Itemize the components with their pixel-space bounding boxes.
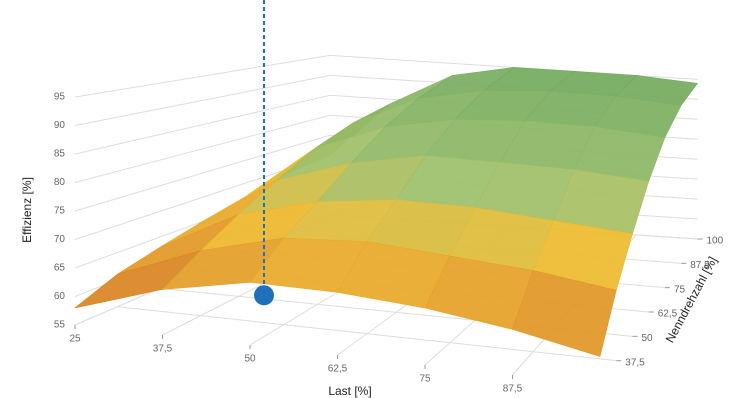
y-tick-label: 50: [642, 333, 654, 344]
z-tick-label: 65: [54, 263, 66, 274]
marker-point: [254, 285, 274, 306]
grid-line: [74, 54, 331, 98]
x-tick-label: 50: [244, 354, 256, 365]
z-tick-label: 55: [54, 320, 66, 331]
x-tick-label: 87,5: [503, 384, 523, 395]
grid-line: [74, 94, 331, 155]
y-tick-label: 75: [674, 284, 686, 295]
x-axis-title: Last [%]: [328, 384, 371, 398]
y-tick-label: 37,5: [625, 357, 645, 368]
grid-line: [74, 114, 331, 183]
grid-line: [74, 134, 331, 212]
z-axis-title: Effizienz [%]: [20, 177, 34, 243]
z-tick-label: 80: [54, 177, 66, 188]
z-tick-label: 95: [54, 92, 66, 103]
surface-patch: [512, 270, 617, 357]
grid-line: [74, 74, 331, 126]
z-tick-label: 60: [54, 291, 66, 302]
grid-line: [117, 306, 617, 362]
y-tick-label: 87,5: [690, 260, 710, 271]
y-tick-label: 62,5: [658, 309, 678, 320]
z-tick-label: 70: [54, 234, 66, 245]
x-tick-label: 62,5: [328, 364, 348, 375]
x-tick-label: 37,5: [153, 344, 173, 355]
z-tick-label: 90: [54, 120, 66, 131]
x-tick-label: 75: [419, 374, 431, 385]
z-tick-label: 85: [54, 149, 66, 160]
y-tick-label: 100: [707, 236, 724, 247]
z-tick-label: 75: [54, 206, 66, 217]
x-tick-label: 25: [69, 334, 81, 345]
